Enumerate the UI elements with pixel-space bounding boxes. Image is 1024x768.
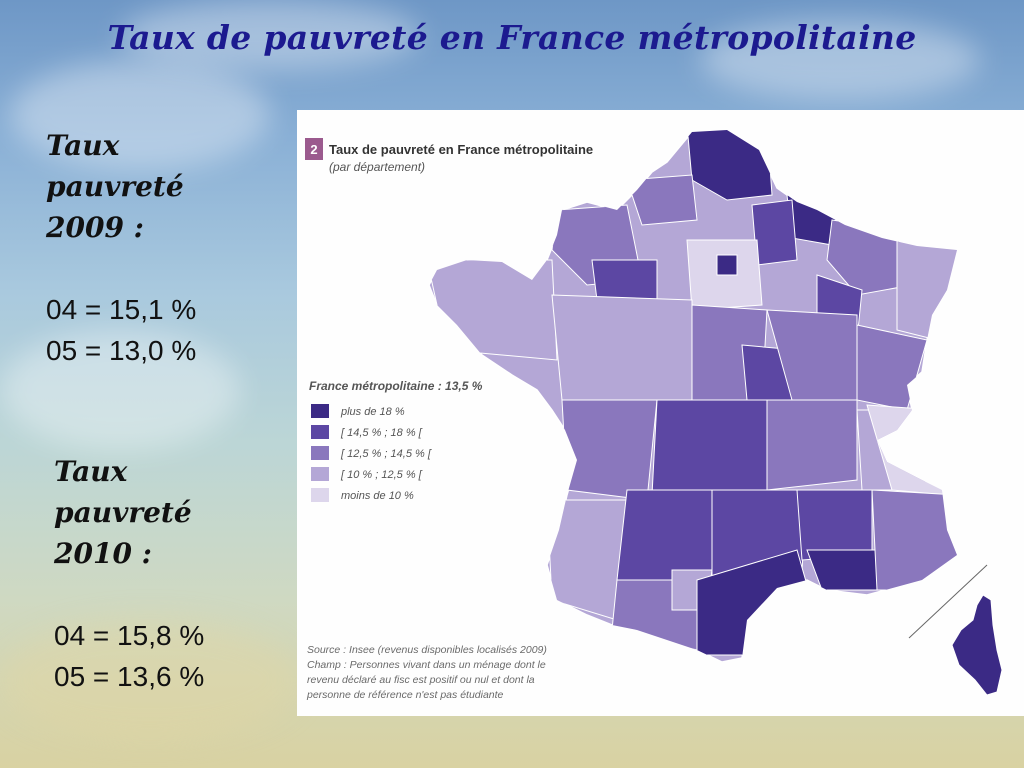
department-regions (429, 130, 957, 656)
stats-2010: Taux pauvreté 2010 : 04 = 15,8 % 05 = 13… (54, 451, 204, 697)
region-bretagne (429, 259, 558, 361)
legend-swatch (311, 404, 329, 418)
source-line-1: Source : Insee (revenus disponibles loca… (307, 644, 547, 656)
sky-cloud (0, 330, 240, 450)
region-poitou (561, 399, 658, 501)
sky-cloud (0, 620, 300, 740)
region-picardie (626, 174, 698, 226)
region-orne (591, 259, 658, 301)
legend-swatch (311, 425, 329, 439)
stats-2009-heading-3: 2009 : (46, 211, 145, 244)
corsica-separator (908, 564, 988, 639)
map-legend: plus de 18 % [ 14,5 % ; 18 % [ [ 12,5 % ; … (311, 404, 432, 502)
region-paca (871, 489, 957, 591)
sky-cloud (700, 20, 980, 100)
legend-swatch (311, 488, 329, 502)
source-line-3: revenu déclaré au fisc est positif ou nu… (307, 674, 535, 686)
stats-2010-heading-1: Taux (54, 455, 128, 488)
stats-2009: Taux pauvreté 2009 : 04 = 15,1 % 05 = 13… (46, 125, 196, 371)
stats-2009-line-2: 05 = 13,0 % (46, 335, 197, 366)
legend-label: [ 14,5 % ; 18 % [ (340, 427, 423, 439)
stats-2010-line-1: 04 = 15,8 % (54, 620, 205, 651)
map-panel: 2 Taux de pauvreté en France métropolita… (297, 110, 1024, 716)
stats-2009-heading-1: Taux (46, 129, 120, 162)
region-limousin (651, 399, 768, 496)
map-source: Source : Insee (revenus disponibles loca… (306, 644, 547, 701)
legend-label: [ 12,5 % ; 14,5 % [ (340, 448, 432, 460)
stats-2010-heading-2: pauvreté (54, 496, 192, 529)
legend-label: plus de 18 % (340, 406, 405, 418)
national-rate: France métropolitaine : 13,5 % (309, 379, 483, 393)
poverty-map: 2 Taux de pauvreté en France métropolita… (305, 129, 1003, 701)
map-subtitle: (par département) (329, 160, 425, 174)
region-dordogne-lot (616, 489, 718, 581)
sky-cloud (120, 0, 420, 70)
stats-2010-heading-3: 2010 : (54, 537, 153, 570)
legend-label: moins de 10 % (341, 490, 414, 502)
legend-swatch (311, 446, 329, 460)
stats-2009-line-1: 04 = 15,1 % (46, 294, 197, 325)
stats-2009-heading-2: pauvreté (46, 170, 184, 203)
corsica (951, 594, 1003, 696)
stats-2010-line-2: 05 = 13,6 % (54, 661, 205, 692)
map-title: Taux de pauvreté en France métropolitain… (329, 142, 593, 157)
region-franche-comte (856, 324, 928, 411)
region-alsace (896, 239, 957, 341)
source-line-4: personne de référence n'est pas étudiant… (306, 689, 504, 701)
region-auvergne (766, 399, 858, 491)
region-pays-de-la-loire (551, 294, 693, 401)
map-number-badge: 2 (310, 142, 317, 157)
legend-swatch (311, 467, 329, 481)
region-seine-saint-denis (716, 254, 738, 276)
source-line-2: Champ : Personnes vivant dans un ménage … (307, 659, 546, 671)
map-number-badge-bg (305, 138, 323, 160)
legend-label: [ 10 % ; 12,5 % [ (340, 469, 423, 481)
sky-cloud (10, 60, 270, 170)
region-marne (751, 199, 798, 266)
slide-title: Taux de pauvreté en France métropolitain… (107, 18, 917, 57)
